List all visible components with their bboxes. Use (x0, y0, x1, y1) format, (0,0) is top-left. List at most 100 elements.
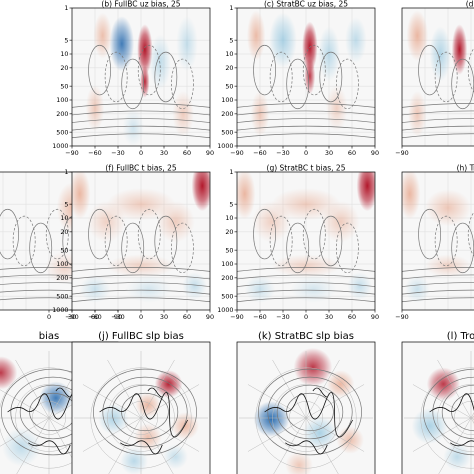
contour-line (171, 222, 194, 274)
contour-line (237, 297, 375, 303)
contour-line (418, 208, 441, 260)
contour-line (402, 103, 474, 108)
contour-line (154, 215, 178, 267)
contour-line (432, 376, 474, 448)
x-tick-label: 90 (206, 149, 214, 157)
y-tick-label: 5 (229, 200, 233, 208)
contour-line (121, 222, 145, 274)
panel-b: (b) FullBC uz bias, 25 −90 −60 −30 0 30 60 90 1 5… (52, 0, 214, 157)
meridian (82, 384, 200, 452)
bias-anomaly (325, 85, 348, 132)
y-tick-label: 1 (64, 4, 68, 12)
contour-line (402, 110, 474, 116)
bias-anomaly (408, 90, 427, 137)
x-tick-label: 60 (91, 313, 99, 321)
coastline (264, 387, 353, 455)
bias-anomaly (125, 275, 172, 303)
contour-line (267, 376, 353, 448)
contour-line (72, 110, 210, 116)
contour-line (237, 267, 375, 272)
slp-anomaly (303, 416, 337, 450)
bias-anomaly (302, 21, 318, 73)
coastline (99, 387, 188, 455)
x-tick-label: 90 (371, 313, 379, 321)
y-tick-label: 100 (221, 96, 233, 104)
y-tick-label: 200 (56, 274, 68, 282)
y-tick-label: 200 (56, 110, 68, 118)
x-tick-label: 0 (304, 149, 308, 157)
panel-title: (h) Trop (457, 164, 474, 173)
contour-line (336, 58, 359, 110)
bias-anomaly (345, 17, 367, 64)
y-tick-label: 1 (229, 4, 233, 12)
panel-h: (h) Trop −90 (395, 164, 474, 321)
y-tick-label: 50 (225, 246, 233, 254)
bias-anomaly (318, 26, 340, 82)
contour-line (111, 384, 179, 440)
y-tick-label: 10 (60, 214, 68, 222)
bias-anomaly (149, 34, 171, 90)
y-tick-label: 20 (225, 64, 233, 72)
panel-d: (d) −90 (395, 0, 474, 157)
contour-line (237, 125, 375, 131)
bias-anomaly (176, 16, 198, 72)
contour-line (402, 118, 474, 123)
contour-line (269, 215, 293, 267)
bias-anomaly (451, 24, 468, 75)
x-tick-label: −30 (111, 149, 125, 157)
contour-line (237, 110, 375, 116)
bias-anomaly (106, 188, 176, 221)
contour-line (72, 274, 210, 280)
x-tick-label: 90 (371, 149, 379, 157)
panel-title: (l) TropBC (447, 331, 474, 342)
y-tick-label: 50 (60, 82, 68, 90)
x-tick-label: −60 (88, 149, 102, 157)
y-tick-label: 20 (60, 64, 68, 72)
contour-line (72, 282, 210, 287)
y-tick-label: 1000 (217, 306, 233, 314)
contour-line (237, 289, 375, 295)
contour-line (319, 215, 343, 267)
y-tick-label: 5 (229, 36, 233, 44)
contour-line (237, 274, 375, 280)
y-tick-label: 20 (60, 228, 68, 236)
y-tick-label: 200 (221, 110, 233, 118)
contour-line (0, 208, 19, 260)
contour-line (286, 58, 310, 110)
y-tick-label: 1000 (52, 306, 68, 314)
panel-k: (k) StratBC slp bias (236, 331, 376, 474)
contour-line (402, 133, 474, 139)
x-tick-label: 30 (160, 313, 168, 321)
contour-line (402, 274, 474, 280)
bias-anomaly (93, 12, 112, 59)
bias-anomaly (321, 200, 360, 243)
contour-line (402, 282, 474, 287)
contour-line (402, 125, 474, 131)
y-tick-label: 50 (60, 246, 68, 254)
slp-anomaly (293, 347, 333, 387)
contour-line (286, 222, 310, 274)
slp-anomaly (336, 426, 364, 454)
bias-anomaly (87, 200, 126, 243)
y-tick-label: 100 (56, 260, 68, 268)
contour-line (237, 282, 375, 287)
y-tick-label: 100 (221, 260, 233, 268)
panel-title: bias (39, 331, 59, 342)
contour-line (72, 103, 210, 108)
y-tick-label: 10 (60, 50, 68, 58)
bias-anomaly (290, 275, 337, 303)
contour-line (88, 208, 111, 260)
contour-line (253, 208, 276, 260)
contour-line (72, 118, 210, 123)
contour-line (418, 44, 441, 96)
contour-line (258, 368, 362, 456)
bias-anomaly (237, 172, 256, 220)
bias-anomaly (269, 12, 297, 68)
axes-frame (401, 7, 474, 147)
bias-anomaly (252, 200, 291, 243)
contour-line (171, 58, 194, 110)
bias-anomaly (122, 109, 145, 146)
contour-line (154, 51, 178, 103)
bias-anomaly (140, 65, 150, 98)
contour-line (319, 51, 343, 103)
